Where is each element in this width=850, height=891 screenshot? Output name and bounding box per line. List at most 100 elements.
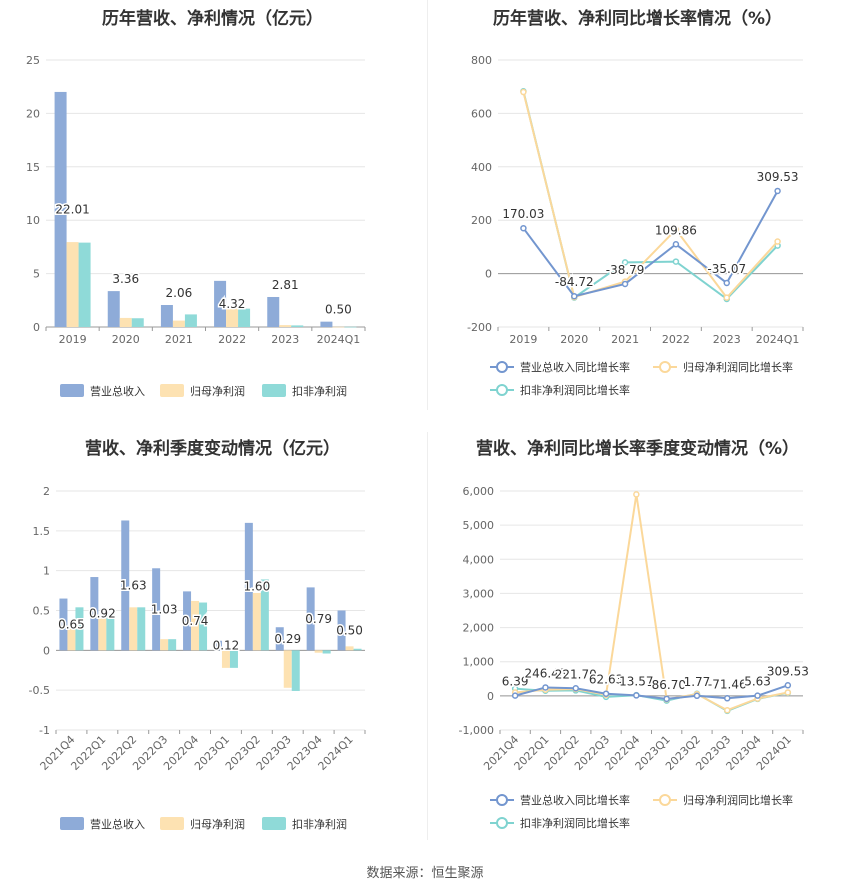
x-tick-label: 2022: [218, 333, 246, 346]
data-point: [723, 279, 730, 287]
bar-net-profit: [172, 320, 185, 327]
data-label: 0.65: [58, 617, 85, 631]
y-tick-label: 5: [33, 268, 40, 281]
y-tick-label: 15: [26, 161, 40, 174]
legend-swatch-marker: [659, 361, 671, 373]
data-point: [723, 294, 730, 301]
y-tick-label: 10: [26, 214, 40, 227]
x-tick-label: 2020: [112, 333, 140, 346]
bar-revenue: [121, 520, 130, 651]
series-line-deducted-profit: [515, 687, 789, 712]
x-tick-label: 2020: [560, 333, 588, 346]
x-tick-label: 2021: [165, 333, 193, 346]
x-tick-label: 2024Q1: [756, 333, 800, 346]
data-label: 170.03: [502, 207, 544, 221]
y-tick-label: 0: [485, 268, 492, 281]
data-point: [511, 692, 519, 699]
data-label: 2.06: [166, 286, 193, 300]
data-label: 0.50: [336, 623, 363, 637]
y-tick-label: 2,000: [463, 622, 495, 635]
data-label: 0.29: [274, 632, 301, 646]
data-label: 5.63: [744, 675, 771, 689]
bar-deducted-profit: [106, 614, 115, 651]
data-label: 4.32: [219, 297, 246, 311]
data-label: -86.70: [647, 678, 686, 692]
x-tick-label: 2021: [611, 333, 639, 346]
data-point: [774, 187, 781, 195]
bar-deducted-profit: [260, 579, 269, 651]
legend-label: 营业总收入: [90, 817, 145, 831]
bar-revenue: [214, 280, 227, 327]
y-tick-label: -0.5: [29, 684, 50, 697]
bar-deducted-profit: [78, 242, 91, 327]
data-label: 109.86: [655, 223, 697, 237]
legend-swatch: [262, 384, 286, 397]
y-tick-label: 1: [43, 565, 50, 578]
bar-deducted-profit: [199, 602, 208, 651]
bar-revenue: [320, 321, 333, 327]
y-tick-label: 20: [26, 107, 40, 120]
data-label: -35.07: [707, 262, 746, 276]
bar-net-profit: [345, 646, 354, 651]
data-source: 数据来源：恒生聚源: [366, 866, 484, 881]
bar-net-profit: [283, 650, 292, 688]
bar-net-profit: [332, 326, 345, 328]
bar-deducted-profit: [184, 314, 197, 327]
bar-deducted-profit: [137, 607, 146, 651]
data-label: 22.01: [55, 202, 89, 216]
data-label: 1.63: [120, 578, 147, 592]
vertical-separator: [427, 432, 428, 840]
bar-revenue: [107, 291, 120, 327]
bar-deducted-profit: [229, 650, 238, 668]
bar-revenue: [152, 568, 161, 651]
x-tick-label: 2023: [271, 333, 299, 346]
legend-label: 营业总收入同比增长率: [520, 360, 630, 374]
legend-swatch: [60, 384, 84, 397]
data-point: [621, 259, 629, 266]
y-tick-label: 5,000: [463, 519, 495, 532]
data-point: [754, 692, 761, 699]
y-tick-label: 2: [43, 485, 50, 498]
data-point: [520, 224, 527, 232]
legend-swatch-marker: [496, 794, 508, 806]
data-point: [693, 692, 701, 700]
bar-net-profit: [314, 650, 323, 653]
bar-deducted-profit: [291, 325, 304, 327]
y-tick-label: 25: [26, 54, 40, 67]
x-tick-label: 2019: [59, 333, 87, 346]
bar-net-profit: [129, 607, 138, 651]
data-label: 0.74: [182, 614, 209, 628]
data-label: 1.03: [151, 602, 178, 616]
bar-net-profit: [191, 600, 200, 651]
legend-label: 归母净利润: [190, 384, 245, 398]
chart-canvas: 21.510.50-0.5-12021Q42022Q12022Q22022Q32…: [29, 485, 366, 831]
data-label: -84.72: [555, 275, 594, 289]
bar-deducted-profit: [291, 650, 300, 691]
x-tick-label: 2024Q1: [317, 333, 361, 346]
data-point: [784, 682, 792, 689]
data-label: 309.53: [757, 170, 799, 184]
data-point: [571, 292, 578, 300]
chart-title: 营收、净利季度变动情况（亿元）: [85, 439, 340, 459]
data-label: 0.50: [325, 303, 352, 317]
data-point: [784, 689, 792, 696]
bar-revenue: [54, 91, 67, 327]
bar-net-profit: [279, 325, 292, 327]
data-point: [602, 690, 610, 697]
data-label: 3.36: [112, 272, 139, 286]
x-tick-label: 2024Q1: [316, 733, 356, 773]
legend-swatch-marker: [496, 361, 508, 373]
chart-canvas: 800 600 400 200 0 -200 2019 2020 2021 2022 2023 202…: [467, 54, 804, 397]
bar-net-profit: [252, 592, 261, 651]
bar-deducted-profit: [353, 648, 362, 651]
bar-net-profit: [67, 628, 76, 651]
data-label: 2.81: [272, 278, 299, 292]
y-tick-label: 800: [471, 54, 492, 67]
bar-deducted-profit: [75, 607, 84, 651]
data-label: 1.77: [684, 675, 711, 689]
legend-swatch: [60, 817, 84, 830]
legend-label: 营业总收入同比增长率: [520, 793, 630, 807]
y-tick-label: 200: [471, 214, 492, 227]
data-point: [724, 695, 731, 702]
bar-revenue: [306, 587, 315, 651]
